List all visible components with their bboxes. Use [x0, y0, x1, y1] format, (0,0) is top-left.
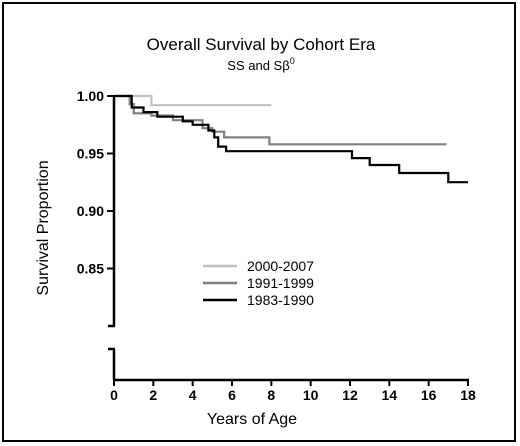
x-tick-label: 0: [110, 387, 118, 403]
x-tick-label: 2: [149, 387, 157, 403]
x-tick-label: 8: [267, 387, 275, 403]
x-tick-label: 4: [189, 387, 197, 403]
y-tick-label: 0.95: [77, 146, 104, 162]
chart-subtitle-prefix: SS and S: [227, 58, 282, 73]
x-tick-label: 6: [228, 387, 236, 403]
chart-frame: [2, 2, 516, 442]
y-axis-label: Survival Proportion: [35, 160, 52, 295]
chart-subtitle-symbol: β: [282, 58, 289, 73]
legend-label: 1991-1999: [247, 275, 314, 291]
series-layer: [114, 94, 468, 184]
y-tick-label: 0.90: [77, 203, 104, 219]
series-line-1991-1999: [114, 94, 447, 146]
chart-subtitle-superscript: 0: [290, 56, 295, 66]
chart-title: Overall Survival by Cohort Era: [147, 35, 376, 54]
x-tick-label: 14: [382, 387, 398, 403]
x-tick-label: 18: [460, 387, 476, 403]
x-tick-label: 10: [303, 387, 319, 403]
x-tick-label: 12: [342, 387, 358, 403]
y-axis: 1.00 0.95 0.90 0.85: [77, 88, 116, 380]
chart-subtitle: SS and Sβ0: [227, 56, 294, 73]
y-tick-label: 0.85: [77, 261, 104, 277]
legend-label: 2000-2007: [247, 258, 314, 274]
x-axis-label: Years of Age: [207, 411, 297, 428]
x-tick-label: 16: [421, 387, 437, 403]
legend-label: 1983-1990: [247, 292, 314, 308]
series-line-1983-1990: [114, 94, 468, 184]
series-line-2000-2007: [114, 94, 272, 107]
x-axis: 0 2 4 6 8 10 12 14 16 18: [110, 378, 476, 403]
y-tick-label: 1.00: [77, 88, 104, 104]
